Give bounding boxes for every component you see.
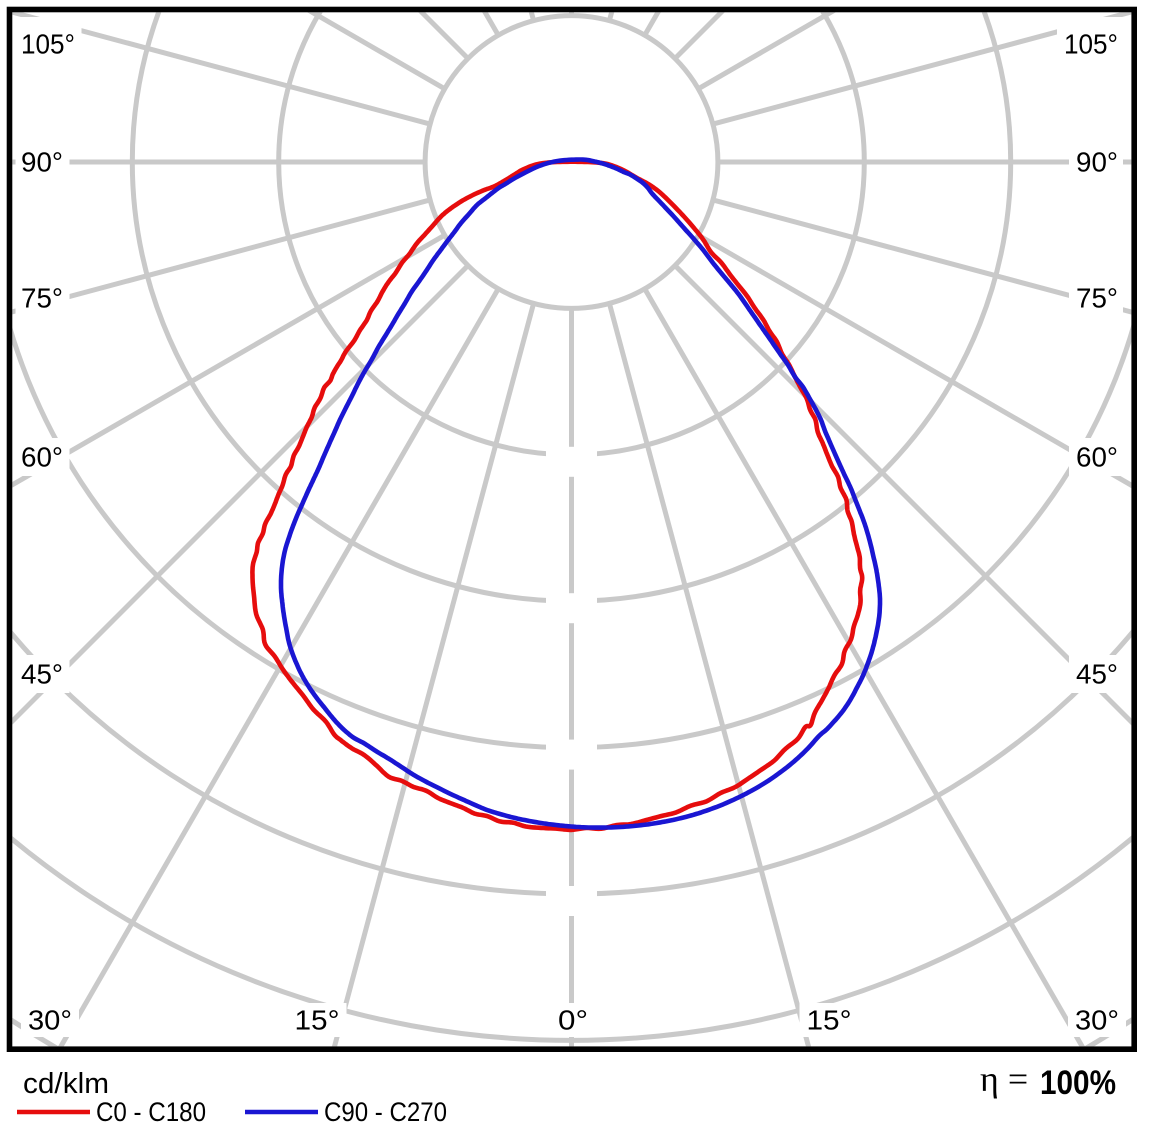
svg-text:45°: 45° (21, 659, 63, 690)
svg-text:15°: 15° (295, 1005, 340, 1036)
svg-text:cd/klm: cd/klm (23, 1068, 109, 1100)
svg-text:100%: 100% (1040, 1064, 1116, 1102)
svg-text:15°: 15° (807, 1005, 852, 1036)
svg-text:105°: 105° (1064, 29, 1118, 60)
svg-text:30°: 30° (1075, 1005, 1119, 1036)
svg-text:90°: 90° (21, 147, 63, 178)
svg-text:60°: 60° (1076, 442, 1118, 473)
svg-text:75°: 75° (1076, 283, 1118, 314)
svg-text:60°: 60° (21, 442, 63, 473)
svg-text:105°: 105° (21, 29, 75, 60)
svg-text:90°: 90° (1076, 147, 1118, 178)
svg-text:75°: 75° (21, 283, 63, 314)
svg-text:45°: 45° (1076, 659, 1118, 690)
svg-text:0°: 0° (558, 1005, 588, 1036)
svg-text:C0 - C180: C0 - C180 (96, 1097, 206, 1127)
svg-text:C90 - C270: C90 - C270 (324, 1097, 447, 1127)
svg-text:30°: 30° (28, 1005, 72, 1036)
svg-text:η =: η = (980, 1059, 1028, 1099)
